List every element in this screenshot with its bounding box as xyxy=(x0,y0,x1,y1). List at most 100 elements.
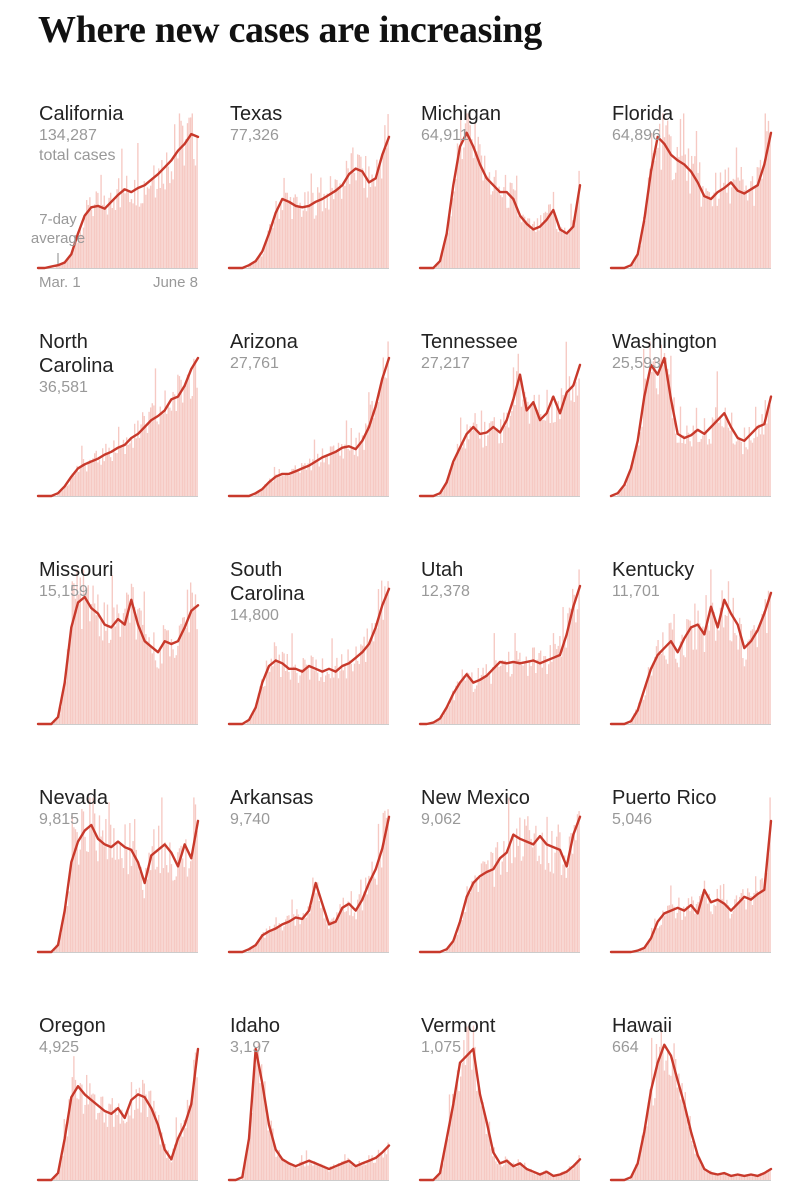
daily-bar xyxy=(337,189,340,268)
daily-bar xyxy=(317,1165,319,1180)
daily-bar xyxy=(700,438,702,496)
daily-bar xyxy=(527,675,529,724)
daily-bar xyxy=(134,607,136,724)
daily-bar xyxy=(320,462,322,496)
daily-bar xyxy=(297,682,300,724)
daily-bar xyxy=(665,912,667,952)
daily-bar xyxy=(631,719,634,724)
daily-bar xyxy=(638,251,640,268)
daily-bar xyxy=(689,1116,691,1180)
daily-bar xyxy=(753,1176,755,1180)
daily-bar xyxy=(118,1103,120,1180)
daily-bar xyxy=(118,178,120,268)
daily-bar xyxy=(554,421,556,496)
state-name: Florida xyxy=(612,103,674,125)
daily-bar xyxy=(684,916,686,952)
daily-bar xyxy=(62,263,64,268)
daily-bar xyxy=(671,629,674,724)
daily-bar xyxy=(456,143,459,268)
total-cases: 77,326 xyxy=(230,127,279,144)
daily-bar xyxy=(374,186,376,268)
daily-bar xyxy=(325,455,327,496)
daily-bar xyxy=(530,1168,532,1180)
daily-bar xyxy=(498,186,500,268)
daily-bar xyxy=(119,1123,121,1180)
daily-bar xyxy=(469,426,471,496)
daily-bar xyxy=(142,624,144,724)
daily-bar xyxy=(119,207,121,268)
daily-bar xyxy=(130,199,133,268)
state-name: California xyxy=(39,103,124,125)
daily-bar xyxy=(248,949,250,952)
daily-bar xyxy=(700,206,702,268)
daily-bar xyxy=(186,123,189,268)
daily-bar xyxy=(334,450,336,496)
daily-bar xyxy=(543,656,545,724)
daily-bar xyxy=(668,374,670,496)
daily-bar xyxy=(269,478,271,496)
daily-bar xyxy=(477,430,479,496)
daily-bar xyxy=(567,393,569,496)
daily-bar xyxy=(281,475,284,496)
daily-bar xyxy=(116,453,118,496)
daily-bar xyxy=(382,812,384,952)
daily-bar xyxy=(490,683,492,724)
daily-bar xyxy=(301,1155,303,1180)
daily-bar xyxy=(739,896,741,952)
daily-bar xyxy=(73,245,75,268)
daily-bar xyxy=(468,113,470,268)
daily-bar xyxy=(126,1121,128,1180)
daily-bar xyxy=(557,401,559,496)
daily-bar xyxy=(633,1170,635,1180)
daily-bar xyxy=(487,435,489,496)
daily-bar xyxy=(135,639,137,724)
daily-bar xyxy=(317,187,319,268)
daily-bar xyxy=(71,1077,73,1180)
daily-bar xyxy=(535,231,537,268)
daily-bar xyxy=(275,201,277,268)
daily-bar xyxy=(512,832,515,952)
daily-bar xyxy=(95,191,97,268)
state-chart xyxy=(609,341,773,498)
state-name: Michigan xyxy=(421,103,502,125)
daily-bar xyxy=(477,1088,479,1180)
daily-bar xyxy=(350,663,352,724)
daily-bar xyxy=(557,231,559,268)
daily-bar xyxy=(543,1171,545,1180)
daily-bar xyxy=(557,645,559,724)
daily-bar xyxy=(504,854,507,952)
daily-bar xyxy=(58,1168,61,1180)
daily-bar xyxy=(727,581,730,724)
daily-bar xyxy=(111,575,113,724)
state-name: Texas xyxy=(230,103,283,125)
daily-bar xyxy=(153,165,155,268)
daily-bar xyxy=(716,888,718,952)
daily-bar xyxy=(705,1171,707,1180)
daily-bar xyxy=(707,190,709,268)
daily-bar xyxy=(482,447,484,496)
daily-bar xyxy=(663,1070,666,1180)
daily-bar xyxy=(347,168,349,268)
daily-bar xyxy=(716,1175,718,1180)
daily-bar xyxy=(532,647,534,724)
daily-bar xyxy=(689,911,691,952)
daily-bar xyxy=(172,649,174,724)
daily-bar xyxy=(647,1102,650,1180)
daily-bar xyxy=(536,659,539,724)
state-name: Vermont xyxy=(421,1015,496,1037)
daily-bar xyxy=(490,851,492,952)
daily-bar xyxy=(715,905,717,952)
daily-bar xyxy=(363,188,365,268)
daily-bar xyxy=(694,156,696,268)
daily-bar xyxy=(691,155,693,268)
daily-bar xyxy=(647,667,650,724)
daily-bar xyxy=(154,660,157,724)
daily-bars xyxy=(246,580,389,724)
daily-bar xyxy=(98,459,101,496)
daily-bar xyxy=(442,250,444,268)
daily-bar xyxy=(703,194,706,268)
daily-bar xyxy=(466,113,468,268)
daily-bar xyxy=(764,113,766,268)
daily-bar xyxy=(111,208,113,268)
daily-bar xyxy=(627,474,629,496)
